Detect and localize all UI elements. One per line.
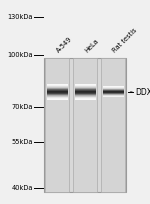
Text: Rat testis: Rat testis (112, 27, 138, 54)
Bar (45, 58, 69, 192)
Bar (47, 84, 68, 85)
Bar (47, 91, 68, 92)
Bar (47, 95, 68, 96)
Bar (103, 90, 124, 91)
Bar (75, 86, 96, 87)
Bar (75, 97, 96, 98)
Bar (103, 93, 124, 94)
Bar (75, 88, 96, 89)
Bar (75, 92, 96, 93)
Text: 40kDa: 40kDa (11, 185, 33, 191)
Bar (47, 90, 68, 91)
Bar (75, 86, 96, 87)
Text: DDX3Y: DDX3Y (135, 88, 150, 96)
Bar (75, 94, 96, 95)
Bar (75, 89, 96, 90)
Bar (75, 90, 96, 91)
Bar (47, 94, 68, 95)
Bar (75, 95, 96, 96)
Text: 100kDa: 100kDa (7, 52, 33, 58)
Bar (75, 93, 96, 94)
Bar (47, 89, 68, 90)
Bar (75, 99, 96, 100)
Bar (103, 87, 124, 88)
Text: A-549: A-549 (56, 36, 74, 54)
Bar (47, 85, 68, 86)
Bar (103, 95, 124, 96)
Bar (75, 91, 96, 92)
Bar (103, 89, 124, 90)
Bar (103, 92, 124, 93)
Bar (75, 94, 96, 95)
Bar (75, 88, 96, 89)
Bar (103, 94, 124, 95)
Bar (103, 94, 124, 95)
Bar (75, 91, 96, 92)
Bar (103, 91, 124, 92)
Bar (47, 88, 68, 89)
Bar (103, 87, 124, 88)
Bar (103, 90, 124, 91)
Text: 55kDa: 55kDa (11, 139, 33, 145)
Bar (73, 58, 97, 192)
Bar (103, 93, 124, 94)
Bar (75, 95, 96, 96)
Bar (47, 86, 68, 87)
Bar (75, 90, 96, 91)
Bar (75, 98, 96, 99)
Bar (47, 93, 68, 94)
Bar (75, 87, 96, 88)
Bar (75, 84, 96, 85)
Bar (47, 87, 68, 88)
Bar (75, 85, 96, 86)
Bar (47, 94, 68, 95)
Bar (101, 58, 125, 192)
Text: HeLa: HeLa (84, 38, 100, 54)
Bar (47, 92, 68, 93)
Text: 70kDa: 70kDa (11, 104, 33, 110)
Bar (103, 88, 124, 89)
Bar (103, 88, 124, 89)
Bar (47, 85, 68, 86)
Bar (47, 98, 68, 99)
Bar (103, 89, 124, 90)
Bar (47, 86, 68, 87)
Bar (103, 96, 124, 97)
Bar (45, 58, 126, 192)
Bar (47, 88, 68, 89)
Bar (47, 96, 68, 97)
Text: 130kDa: 130kDa (7, 14, 33, 20)
Bar (75, 96, 96, 97)
Bar (47, 91, 68, 92)
Bar (47, 97, 68, 98)
Bar (75, 85, 96, 86)
Bar (75, 87, 96, 88)
Bar (47, 90, 68, 91)
Bar (47, 95, 68, 96)
Bar (103, 95, 124, 96)
Bar (103, 92, 124, 93)
Bar (103, 86, 124, 87)
Bar (47, 87, 68, 88)
Bar (47, 99, 68, 100)
